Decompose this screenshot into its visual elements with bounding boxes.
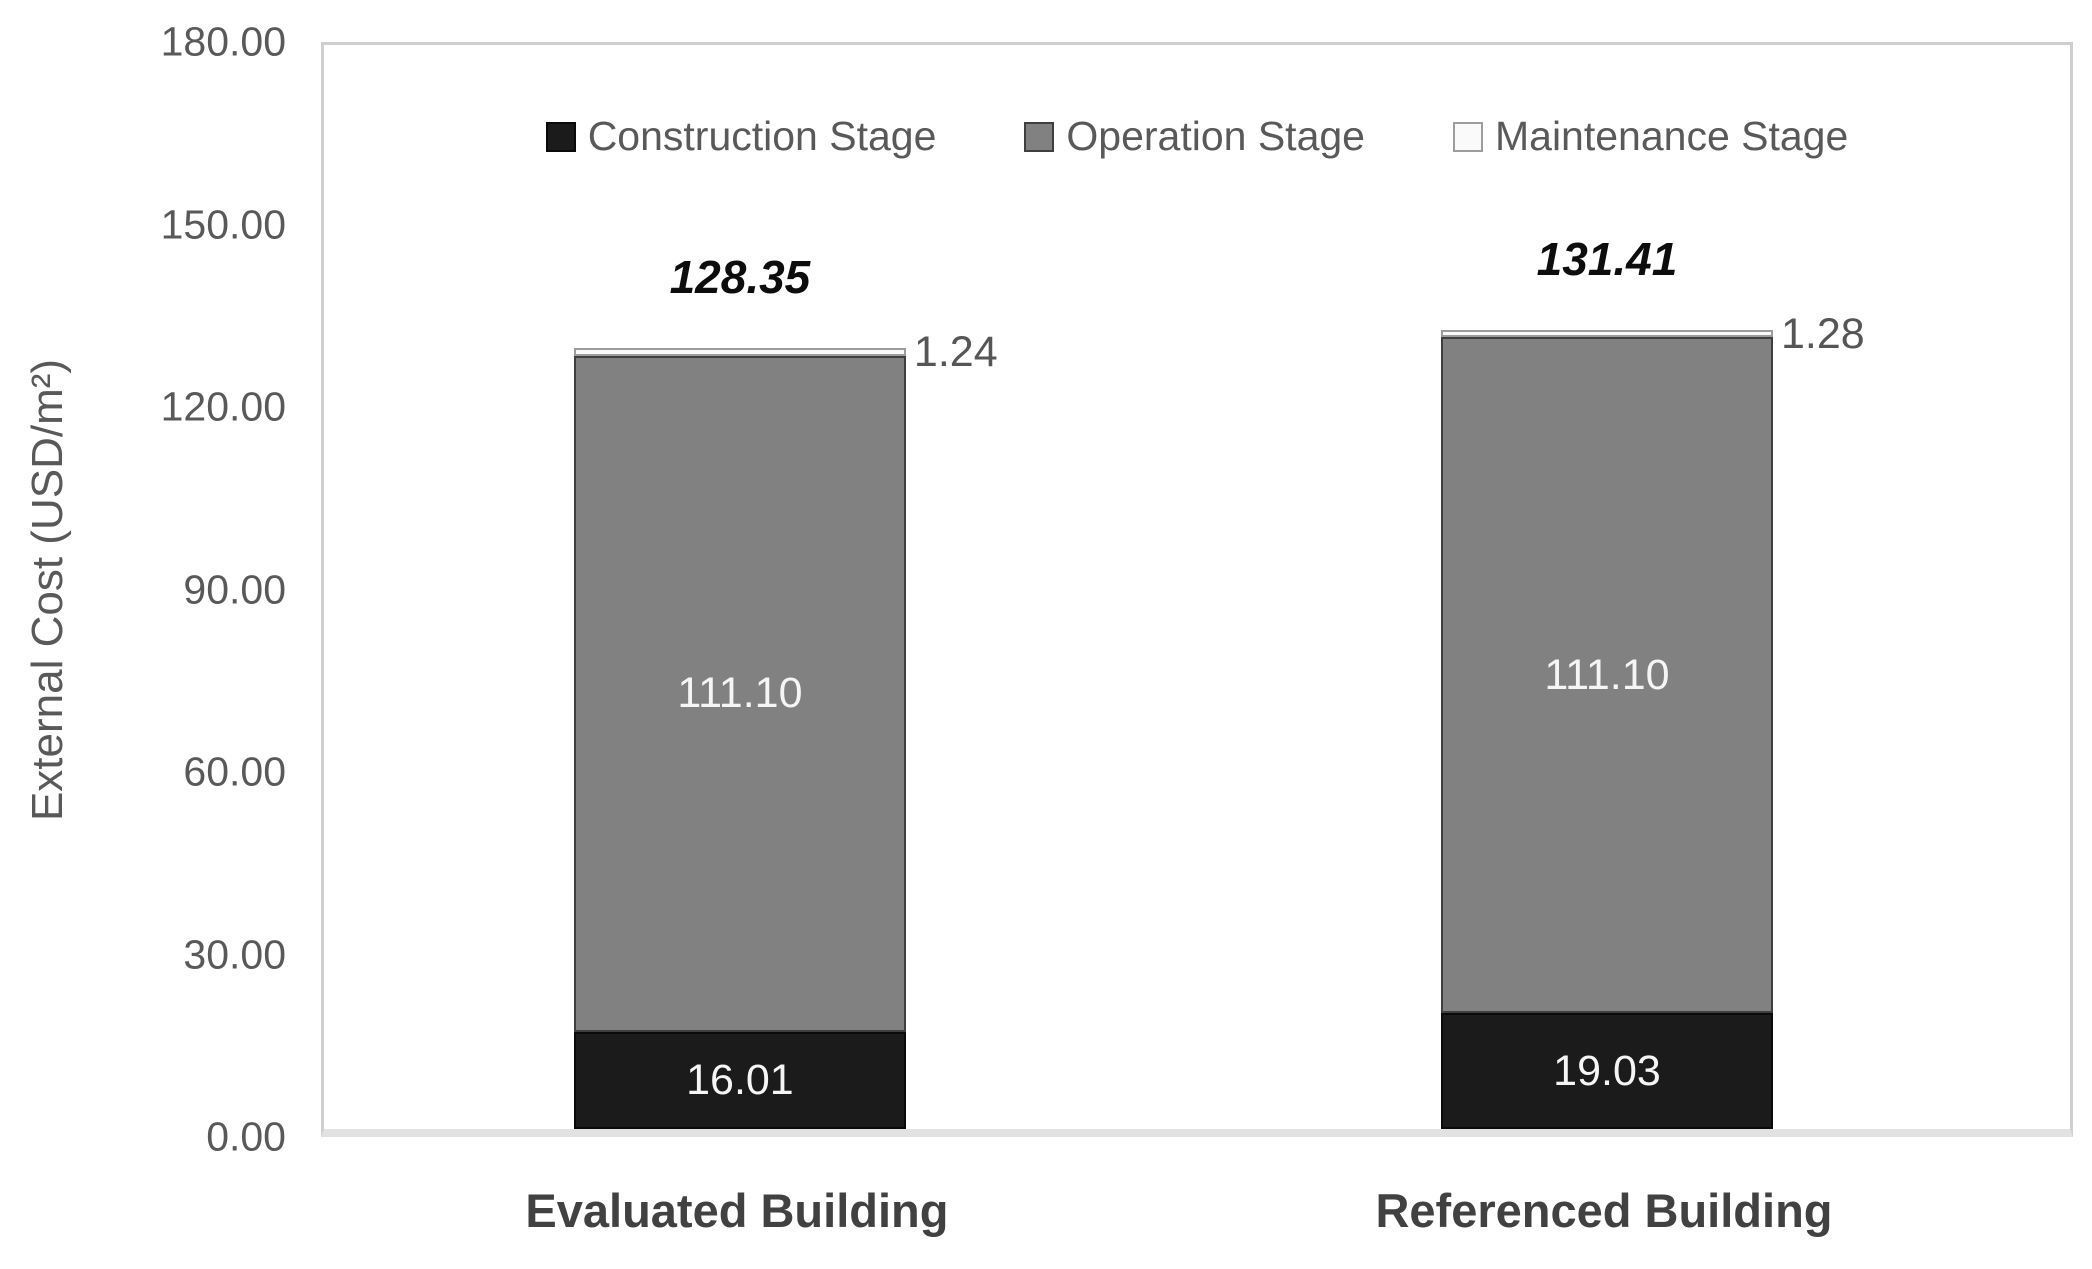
segment-value-label: 1.28 <box>1780 309 1865 358</box>
segment-construction-stage: 16.01 <box>573 1031 906 1129</box>
segment-value-label: 1.24 <box>913 328 998 377</box>
y-tick-label: 0.00 <box>206 1113 286 1160</box>
segment-operation-stage: 111.10 <box>573 355 906 1032</box>
y-tick-label: 150.00 <box>160 201 286 247</box>
bar-evaluated-building: 1.24 111.10 16.01 128.35 <box>573 251 998 1129</box>
bar-total-label: 131.41 <box>1536 232 1678 285</box>
legend-swatch-icon <box>1024 121 1055 152</box>
legend: Construction Stage Operation Stage Mainten… <box>324 113 2070 160</box>
segment-value-label: 19.03 <box>1553 1046 1661 1095</box>
segment-value-label: 16.01 <box>686 1055 794 1104</box>
legend-item: Maintenance Stage <box>1452 113 1849 160</box>
bar-total-label: 128.35 <box>669 251 811 304</box>
segment-maintenance-stage: 1.24 <box>573 328 998 376</box>
category-label: Evaluated Building <box>525 1184 949 1237</box>
legend-label: Operation Stage <box>1066 113 1365 159</box>
legend-item: Operation Stage <box>1024 113 1365 160</box>
segment-maintenance-stage: 1.28 <box>1440 310 1865 358</box>
bar-referenced-building: 1.28 111.10 19.03 131.41 <box>1440 233 1865 1129</box>
legend-swatch-icon <box>545 121 576 152</box>
category-label: Referenced Building <box>1375 1184 1833 1237</box>
y-tick-label: 120.00 <box>160 383 286 430</box>
segment-construction-stage: 19.03 <box>1440 1013 1773 1129</box>
y-tick-label: 180.00 <box>160 18 286 65</box>
legend-item: Construction Stage <box>545 113 937 160</box>
legend-label: Construction Stage <box>587 113 937 159</box>
segment-value-label: 111.10 <box>677 669 803 718</box>
y-tick-label: 30.00 <box>183 931 286 977</box>
y-tick-label: 90.00 <box>183 566 286 612</box>
bars-layer: 1.24 111.10 16.01 128.35 1.28 111.10 19.03 131.… <box>324 45 2070 1129</box>
y-tick-label: 60.00 <box>183 748 286 795</box>
plot-area: Construction Stage Operation Stage Mainten… <box>321 42 2073 1137</box>
segment-value-label: 111.10 <box>1544 650 1670 699</box>
legend-label: Maintenance Stage <box>1494 113 1849 159</box>
legend-swatch-icon <box>1452 121 1483 152</box>
segment-operation-stage: 111.10 <box>1440 337 1773 1014</box>
